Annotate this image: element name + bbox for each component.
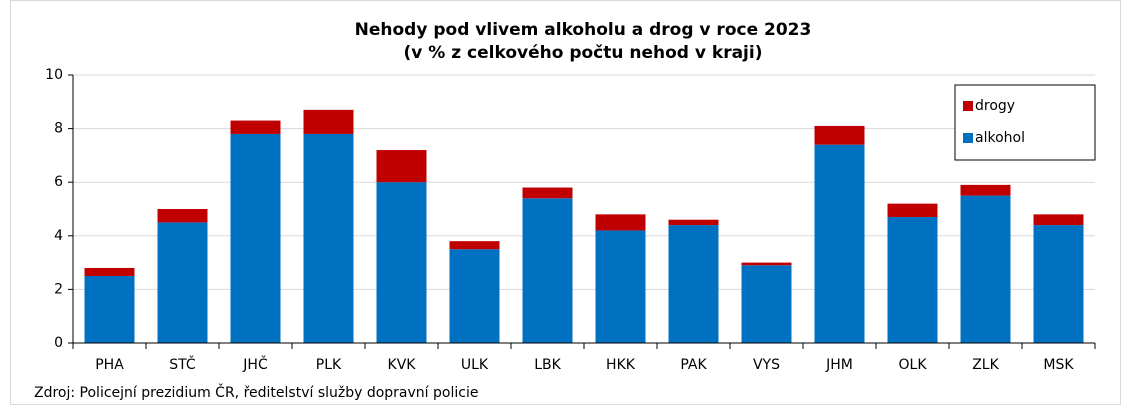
x-tick-label: KVK bbox=[388, 357, 417, 373]
x-tick-label: ZLK bbox=[972, 357, 999, 373]
bar-segment bbox=[595, 214, 646, 231]
legend-box bbox=[954, 84, 1096, 161]
bar-segment bbox=[595, 230, 646, 343]
bar-segment bbox=[887, 217, 938, 343]
x-tick-label: ULK bbox=[461, 357, 489, 373]
bar-segment bbox=[741, 262, 792, 266]
x-tick-label: PHA bbox=[95, 357, 124, 373]
x-tick-label: VYS bbox=[753, 357, 780, 373]
y-tick-label: 2 bbox=[54, 281, 63, 297]
y-tick-label: 10 bbox=[45, 67, 63, 83]
legend-swatch bbox=[963, 133, 973, 143]
bar-segment bbox=[157, 209, 208, 223]
y-tick-label: 0 bbox=[54, 335, 63, 351]
x-tick-label: JHČ bbox=[242, 355, 268, 373]
y-tick-label: 6 bbox=[54, 174, 63, 190]
bar-segment bbox=[1033, 225, 1084, 343]
bar-segment bbox=[668, 219, 719, 226]
bar-segment bbox=[814, 125, 865, 145]
bar-segment bbox=[303, 133, 354, 343]
bar-segment bbox=[522, 198, 573, 343]
bar-segment bbox=[741, 265, 792, 343]
bar-segment bbox=[960, 195, 1011, 343]
x-tick-label: PLK bbox=[316, 357, 342, 373]
bar-segment bbox=[522, 187, 573, 199]
bar-segment bbox=[960, 184, 1011, 196]
legend-label: drogy bbox=[975, 98, 1015, 114]
x-tick-label: OLK bbox=[899, 357, 928, 373]
x-tick-label: PAK bbox=[680, 357, 707, 373]
bar-segment bbox=[449, 241, 500, 250]
bar-segment bbox=[157, 222, 208, 343]
bar-segment bbox=[376, 182, 427, 343]
chart-subtitle: (v % z celkového počtu nehod v kraji) bbox=[404, 43, 763, 63]
bar-segment bbox=[84, 276, 135, 343]
legend-label: alkohol bbox=[975, 130, 1025, 146]
x-tick-label: STČ bbox=[169, 355, 196, 373]
y-tick-label: 8 bbox=[54, 121, 63, 137]
bar-segment bbox=[84, 267, 135, 276]
source: Zdroj: Policejní prezidium ČR, ředitelst… bbox=[34, 383, 478, 401]
bar-segment bbox=[1033, 214, 1084, 226]
chart-title: Nehody pod vlivem alkoholu a drog v roce… bbox=[355, 20, 812, 40]
bar-segment bbox=[668, 225, 719, 343]
bar-segment bbox=[230, 133, 281, 343]
bar-segment bbox=[449, 249, 500, 343]
legend-swatch bbox=[963, 101, 973, 111]
bar-segment bbox=[887, 203, 938, 218]
x-tick-label: JHM bbox=[825, 357, 853, 373]
x-tick-label: LBK bbox=[534, 357, 561, 373]
bar-segment bbox=[303, 109, 354, 134]
bar-segment bbox=[376, 150, 427, 183]
x-tick-label: HKK bbox=[606, 357, 636, 373]
bar-segment bbox=[230, 120, 281, 134]
y-tick-label: 4 bbox=[54, 228, 63, 244]
bar-segment bbox=[814, 144, 865, 343]
x-tick-label: MSK bbox=[1043, 357, 1074, 373]
